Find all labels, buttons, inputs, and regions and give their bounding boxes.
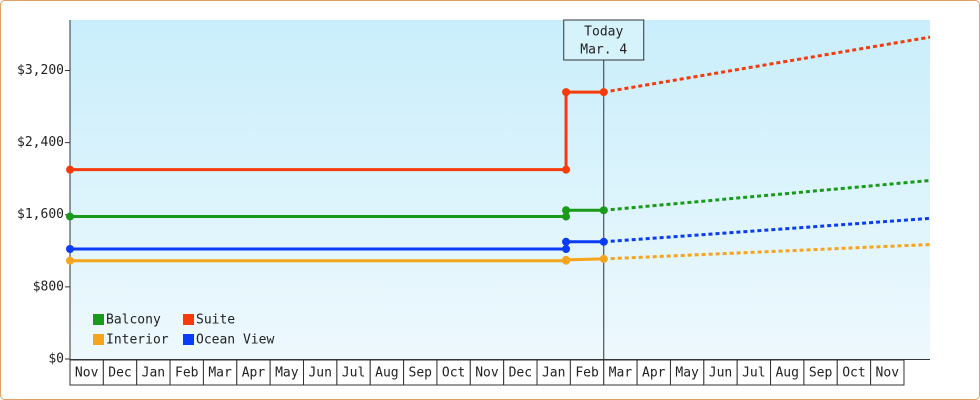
x-tick-label: Apr (242, 366, 266, 381)
month-cell (269, 359, 305, 386)
today-label: Today (584, 25, 623, 40)
month-cell (503, 359, 538, 386)
point (562, 165, 571, 174)
point (599, 206, 608, 215)
x-tick-label: May (275, 366, 299, 381)
today-label: Mar. 4 (580, 43, 627, 58)
legend-label: Interior (106, 333, 169, 348)
month-cell (202, 359, 238, 386)
x-tick-label: Mar (609, 366, 633, 381)
point (562, 237, 571, 246)
month-cell (603, 359, 638, 386)
forecast-line (603, 242, 931, 261)
month-cell (569, 359, 605, 386)
legend-swatch (93, 334, 104, 345)
point (562, 255, 571, 264)
x-tick-label: Jun (308, 366, 331, 381)
x-tick-label: Jan (542, 366, 565, 381)
month-cell (136, 359, 171, 386)
x-tick-label: Sep (409, 366, 433, 381)
x-tick-label: Dec (509, 366, 532, 381)
legend-swatch (93, 314, 104, 325)
x-tick-label: Jun (709, 366, 732, 381)
point (562, 245, 571, 254)
x-tick-label: Dec (108, 366, 131, 381)
x-tick-label: Mar (208, 366, 232, 381)
point (599, 237, 608, 246)
forecast-line (603, 178, 931, 212)
month-cell (169, 359, 204, 386)
point (562, 212, 571, 221)
x-tick-label: Nov (75, 366, 99, 381)
point (66, 245, 74, 254)
series-line (70, 90, 604, 172)
x-tick-label: Oct (442, 366, 465, 381)
x-tick-label: Nov (876, 366, 900, 381)
month-cell (536, 359, 571, 386)
today-box (563, 19, 645, 61)
legend-swatch (183, 314, 194, 325)
y-tick-label: $3,200 (17, 63, 64, 78)
x-tick-label: Feb (575, 366, 599, 381)
y-tick-label: $800 (33, 279, 64, 294)
x-tick-label: Nov (475, 366, 499, 381)
legend-label: Ocean View (196, 333, 274, 348)
x-tick-label: Jul (342, 366, 365, 381)
x-tick-label: Oct (842, 366, 865, 381)
x-tick-label: Jan (142, 366, 165, 381)
month-cell (703, 359, 738, 386)
plot-area (70, 20, 930, 359)
month-cell (403, 359, 438, 386)
x-tick-label: Jul (742, 366, 765, 381)
x-tick-label: Apr (642, 366, 666, 381)
y-tick-label: $2,400 (17, 135, 64, 150)
month-cell (836, 359, 872, 386)
point (599, 254, 608, 263)
month-cell (369, 359, 405, 386)
month-cell (669, 359, 705, 386)
x-tick-label: May (675, 366, 699, 381)
y-tick-label: $0 (48, 352, 64, 367)
x-tick-label: Feb (175, 366, 199, 381)
month-cell (336, 359, 371, 386)
month-cell (236, 359, 271, 386)
legend-swatch (183, 334, 194, 345)
month-cell (303, 359, 338, 386)
point (562, 206, 571, 215)
x-tick-label: Sep (809, 366, 833, 381)
month-cell (736, 359, 772, 386)
point (66, 165, 74, 174)
month-cell (870, 359, 905, 386)
month-cell (636, 359, 671, 386)
forecast-line (603, 35, 931, 94)
legend-label: Balcony (106, 313, 161, 328)
month-cell (102, 359, 138, 386)
point (599, 88, 608, 97)
legend-label: Suite (196, 313, 235, 328)
forecast-line (603, 216, 931, 244)
y-tick-label: $1,600 (17, 207, 64, 222)
point (562, 88, 571, 97)
point (66, 256, 74, 265)
point (66, 212, 74, 221)
x-tick-label: Aug (375, 366, 398, 381)
x-tick-label: Aug (775, 366, 798, 381)
